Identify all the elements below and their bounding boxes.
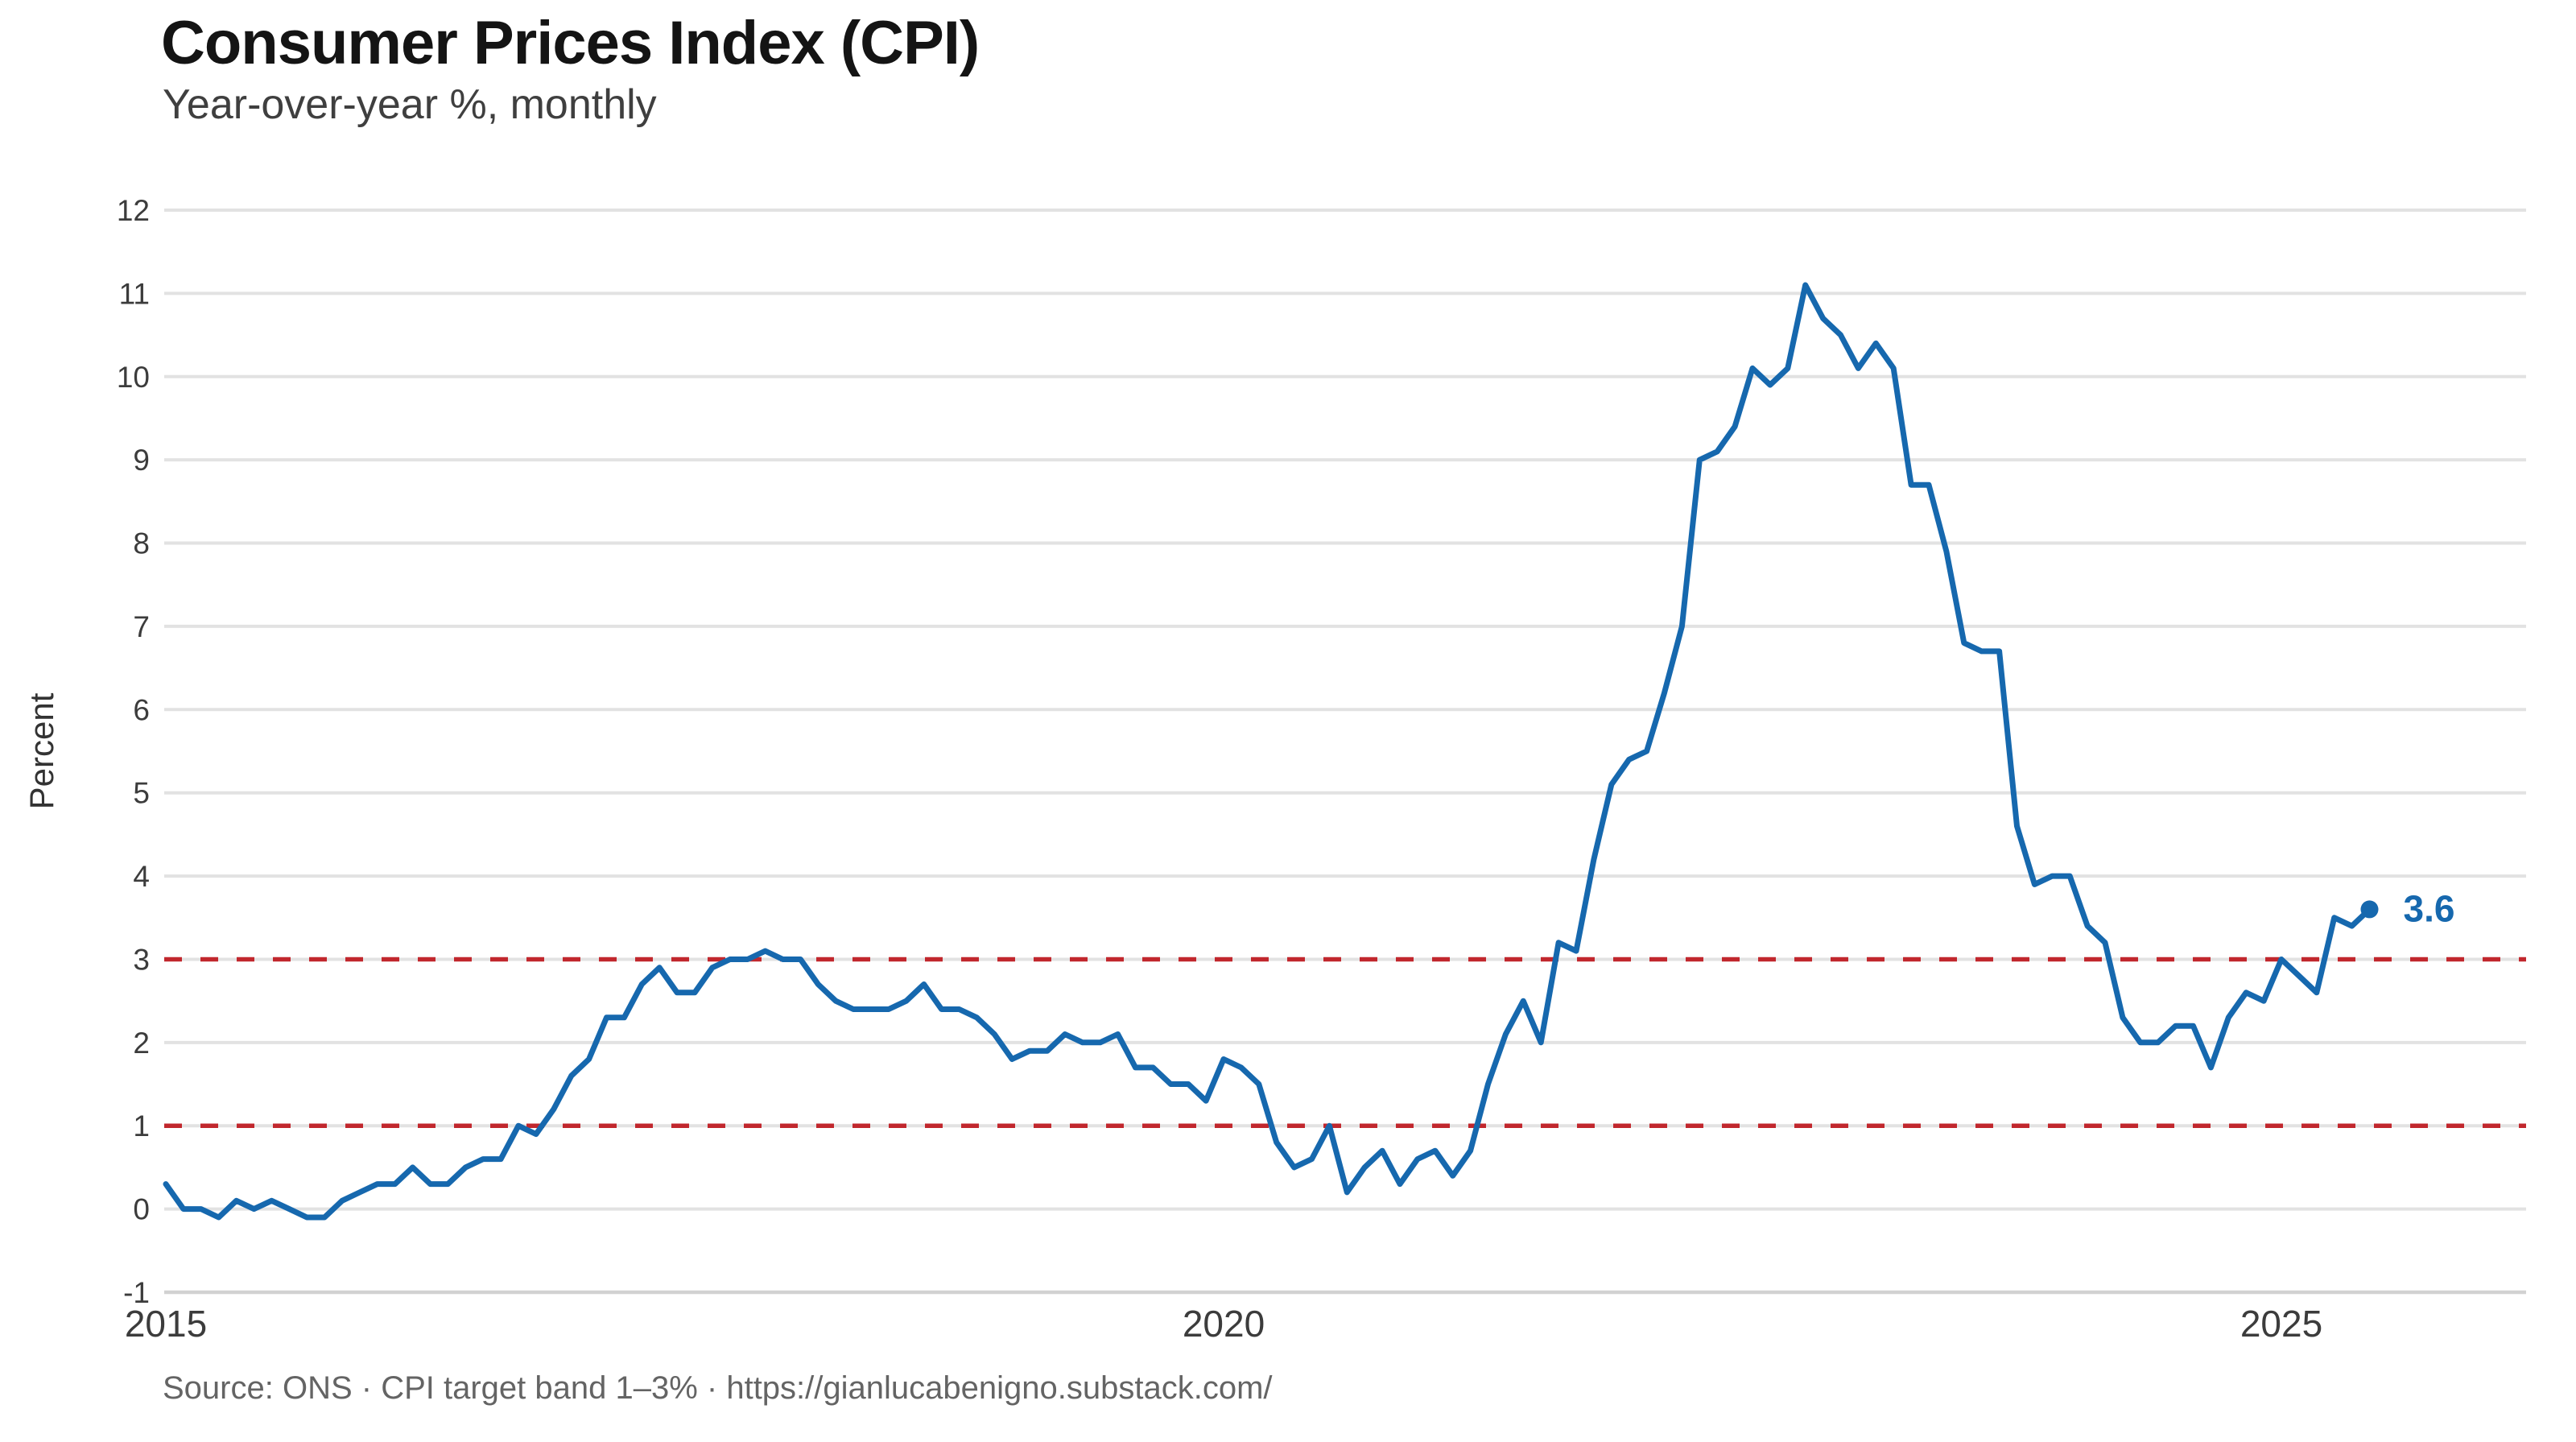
last-point-marker [2360,900,2379,919]
chart-title: Consumer Prices Index (CPI) [161,9,980,77]
y-tick-label: 8 [133,527,150,560]
y-tick-label: 7 [133,610,150,643]
y-tick-label: 6 [133,693,150,726]
x-tick-label: 2020 [1183,1303,1265,1345]
y-tick-label: 11 [119,277,150,310]
y-tick-label: 3 [133,943,150,976]
y-tick-label: 4 [133,860,150,893]
y-tick-label: 10 [117,361,150,394]
y-tick-label: -1 [123,1276,150,1309]
source-note: Source: ONS · CPI target band 1–3% · htt… [163,1370,1273,1406]
y-tick-label: 2 [133,1027,150,1060]
y-tick-label: 5 [133,777,150,810]
cpi-series-line [163,282,2372,1221]
y-tick-label: 12 [117,194,150,227]
y-tick-label: 9 [133,444,150,477]
y-tick-label: 0 [133,1193,150,1226]
chart-subtitle: Year-over-year %, monthly [163,81,657,128]
x-tick-label: 2025 [2240,1303,2322,1345]
x-tick-label: 2015 [125,1303,207,1345]
last-point-label: 3.6 [2404,887,2455,929]
y-tick-label: 1 [133,1109,150,1142]
